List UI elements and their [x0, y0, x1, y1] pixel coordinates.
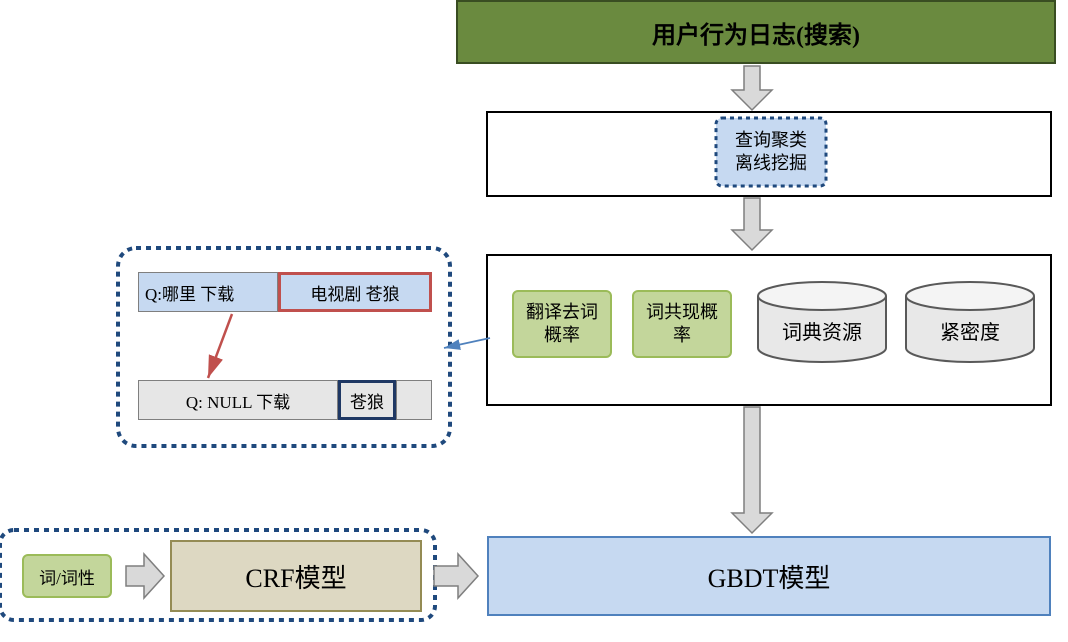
feature-cooccur-box: 词共现概 率: [632, 290, 732, 358]
user-log-label: 用户行为日志(搜索): [652, 15, 860, 50]
right-arrow-crf: [126, 554, 164, 598]
cylinder-tight-label: 紧密度: [906, 308, 1034, 352]
query-cluster-line1: 查询聚类: [735, 129, 807, 152]
gbdt-box: GBDT模型: [487, 536, 1051, 616]
down-arrow-3: [732, 407, 772, 533]
callout-blue-arrow: [444, 338, 490, 348]
crf-tag-label: 词/词性: [39, 564, 95, 589]
feature-translate-line2: 概率: [544, 324, 580, 347]
feature-cooccur-line1: 词共现概: [646, 301, 718, 324]
right-arrow-gbdt: [434, 554, 478, 598]
gbdt-label: GBDT模型: [708, 558, 831, 595]
crf-model-label: CRF模型: [245, 558, 346, 595]
detail-top-left: Q:哪里 下载: [138, 272, 278, 312]
down-arrow-2: [732, 198, 772, 250]
feature-translate-line1: 翻译去词: [526, 301, 598, 324]
crf-tag-box: 词/词性: [22, 554, 112, 598]
detail-red-arrow: [208, 314, 232, 378]
detail-top-right: 电视剧 苍狼: [278, 272, 432, 312]
crf-model-box: CRF模型: [170, 540, 422, 612]
detail-bottom-left: Q: NULL 下载: [138, 380, 338, 420]
query-cluster-line2: 离线挖掘: [735, 152, 807, 175]
feature-translate-box: 翻译去词 概率: [512, 290, 612, 358]
user-log-box: 用户行为日志(搜索): [456, 0, 1056, 64]
query-cluster-box: 查询聚类 离线挖掘: [716, 118, 826, 186]
detail-bottom-tail: [396, 380, 432, 420]
cylinder-dict-label: 词典资源: [758, 308, 886, 352]
feature-cooccur-line2: 率: [673, 324, 691, 347]
detail-bottom-right: 苍狼: [338, 380, 396, 420]
down-arrow-1: [732, 66, 772, 110]
